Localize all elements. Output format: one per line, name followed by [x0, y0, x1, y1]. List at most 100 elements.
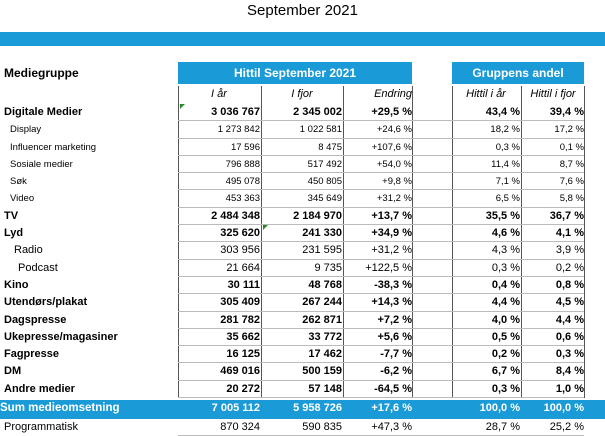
cell-iaar: 281 782 — [220, 313, 260, 326]
cell-endring: +9,8 % — [382, 176, 412, 188]
cell-andel-ifjor: 0,6 % — [555, 330, 584, 343]
page-title: September 2021 — [247, 2, 358, 19]
cell-andel-iaar: 7,1 % — [495, 176, 520, 188]
media-table: Digitale Medier 3 036 767 2 345 002 +29,… — [0, 104, 605, 436]
table-row: Influencer marketing 17 596 8 475 +107,6… — [0, 139, 605, 156]
cell-andel-ifjor: 1,0 % — [555, 382, 584, 395]
cell-andel-ifjor: 36,7 % — [549, 209, 584, 222]
cell-andel-ifjor: 4,1 % — [555, 227, 584, 240]
cell-andel-iaar: 18,2 % — [490, 124, 520, 136]
grid-line — [584, 86, 585, 398]
cell-ifjor: 48 768 — [308, 278, 342, 291]
row-label: DM — [4, 365, 22, 378]
cell-endring: +7,2 % — [377, 313, 412, 326]
col-header-andel-ifjor: Hittil i fjor — [530, 88, 576, 100]
cell-ifjor: 8 475 — [318, 141, 342, 153]
cell-iaar: 495 078 — [225, 176, 260, 188]
row-label: Display — [10, 124, 42, 136]
cell-andel-iaar: 0,3 % — [495, 141, 520, 153]
cell-andel-ifjor: 0,8 % — [555, 278, 584, 291]
cell-iaar: 35 662 — [226, 330, 260, 343]
table-row: Lyd 325 620 241 330 +34,9 % 4,6 % 4,1 % — [0, 225, 605, 242]
cell-iaar: 3 036 767 — [211, 106, 260, 118]
cell-andel-iaar: 6,5 % — [495, 193, 520, 205]
row-label: Lyd — [4, 227, 24, 240]
cell-iaar: 469 016 — [220, 365, 260, 378]
row-label: Ukepresse/magasiner — [4, 330, 118, 343]
row-label: Programmatisk — [4, 421, 78, 434]
cell-endring: -38,3 % — [374, 278, 412, 291]
cell-endring: +54,0 % — [376, 158, 412, 170]
grid-line — [343, 86, 344, 398]
row-label: Influencer marketing — [10, 141, 97, 153]
cell-andel-iaar: 0,3 % — [491, 261, 520, 274]
row-separator-line — [178, 241, 584, 242]
row-label: Søk — [10, 176, 27, 188]
group-header-andel: Gruppens andel — [452, 62, 584, 84]
accent-bar — [0, 32, 605, 46]
row-label: Sosiale medier — [10, 158, 73, 170]
cell-iaar: 305 409 — [220, 296, 260, 309]
cell-ifjor: 57 148 — [308, 382, 342, 395]
cell-ifjor: 231 595 — [302, 244, 342, 257]
table-row: Video 453 363 345 649 +31,2 % 6,5 % 5,8 … — [0, 190, 605, 207]
table-row: Andre medier 20 272 57 148 -64,5 % 0,3 %… — [0, 381, 605, 398]
cell-andel-iaar: 11,4 % — [491, 158, 520, 170]
cell-endring: +29,5 % — [371, 106, 412, 118]
cell-endring: +122,5 % — [365, 261, 412, 274]
row-separator-line — [178, 328, 584, 329]
cell-andel-ifjor: 5,8 % — [559, 193, 584, 205]
cell-marker-icon — [180, 104, 185, 109]
cell-iaar: 20 272 — [226, 382, 260, 395]
cell-endring: -6,2 % — [380, 365, 412, 378]
cell-iaar: 325 620 — [220, 227, 260, 240]
table-row: Kino 30 111 48 768 -38,3 % 0,4 % 0,8 % — [0, 277, 605, 294]
row-label: Podcast — [18, 261, 58, 274]
row-separator-line — [178, 397, 584, 398]
cell-iaar: 30 111 — [227, 278, 260, 291]
table-row: Radio 303 956 231 595 +31,2 % 4,3 % 3,9 … — [0, 242, 605, 259]
row-separator-line — [178, 172, 584, 173]
row-separator-line — [178, 259, 584, 260]
row-separator-line — [178, 224, 584, 225]
col-header-ifjor: I fjor — [291, 88, 313, 100]
col-header-endring: Endring — [374, 88, 412, 100]
row-separator-line — [178, 138, 584, 139]
row-separator-line — [178, 311, 584, 312]
cell-iaar: 7 005 112 — [211, 402, 260, 415]
table-row: Digitale Medier 3 036 767 2 345 002 +29,… — [0, 104, 605, 121]
cell-ifjor: 590 835 — [302, 421, 342, 434]
cell-ifjor: 5 958 726 — [293, 402, 342, 415]
cell-endring: -64,5 % — [374, 382, 412, 395]
cell-ifjor: 450 805 — [307, 176, 342, 188]
cell-andel-iaar: 0,2 % — [491, 348, 520, 361]
row-label: Dagspresse — [4, 313, 67, 326]
cell-ifjor: 2 184 970 — [293, 209, 342, 222]
cell-iaar: 870 324 — [220, 421, 260, 434]
cell-andel-iaar: 0,3 % — [491, 382, 520, 395]
cell-ifjor: 262 871 — [302, 313, 342, 326]
row-label: TV — [4, 209, 19, 222]
table-row: Utendørs/plakat 305 409 267 244 +14,3 % … — [0, 294, 605, 311]
cell-ifjor: 9 735 — [314, 261, 342, 274]
cell-andel-iaar: 6,7 % — [491, 365, 520, 378]
table-row: Programmatisk 870 324 590 835 +47,3 % 28… — [0, 419, 605, 436]
cell-iaar: 17 596 — [230, 141, 260, 153]
cell-endring: +17,6 % — [371, 402, 412, 415]
row-separator-line — [178, 189, 584, 190]
row-label: Utendørs/plakat — [4, 296, 88, 309]
cell-andel-iaar: 4,4 % — [491, 296, 520, 309]
cell-endring: +47,3 % — [371, 421, 412, 434]
cell-ifjor: 33 772 — [308, 330, 342, 343]
cell-ifjor: 1 022 581 — [299, 124, 342, 136]
cell-andel-iaar: 4,6 % — [491, 227, 520, 240]
cell-ifjor: 241 330 — [302, 227, 342, 240]
cell-endring: +24,6 % — [376, 124, 412, 136]
cell-endring: +13,7 % — [371, 209, 412, 222]
cell-andel-ifjor: 0,1 % — [559, 141, 584, 153]
cell-iaar: 21 664 — [226, 261, 260, 274]
row-label: Fagpresse — [4, 348, 60, 361]
cell-endring: +31,2 % — [376, 193, 412, 205]
cell-andel-iaar: 100,0 % — [479, 402, 520, 415]
row-separator-line — [178, 293, 584, 294]
